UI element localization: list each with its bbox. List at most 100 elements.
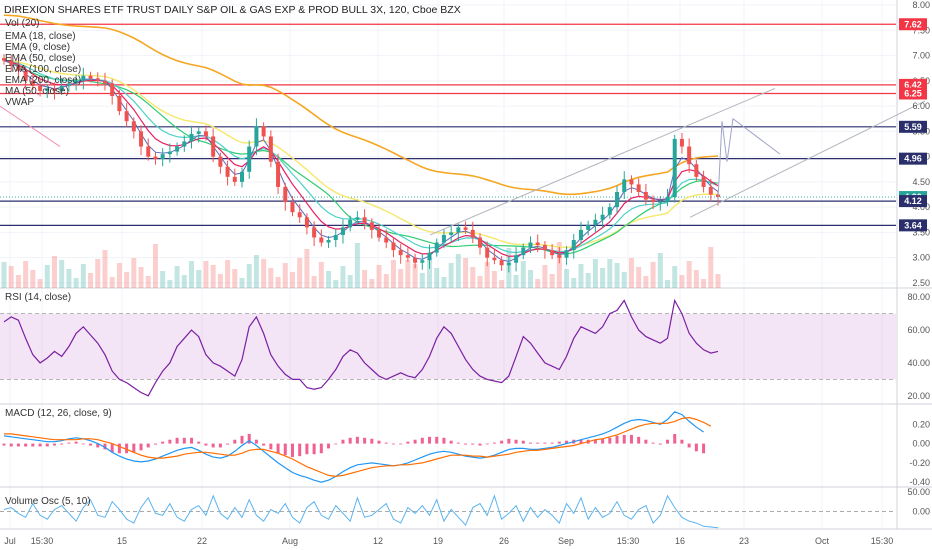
macd-histogram-bar [38, 443, 42, 447]
volume-bar [419, 273, 425, 288]
volume-osc-pane[interactable] [0, 494, 896, 529]
y-tick-label: 20.00 [907, 391, 930, 401]
macd-pane[interactable] [2, 411, 712, 483]
volume-bar [585, 273, 591, 288]
macd-histogram-bar [622, 434, 626, 444]
candle-body [658, 202, 663, 204]
candle-body [470, 229, 475, 238]
macd-histogram-bar [528, 442, 532, 444]
candle-body [593, 219, 598, 225]
candle-body [535, 242, 540, 246]
macd-histogram-bar [89, 443, 93, 446]
y-tick-label: 50.00 [907, 487, 930, 497]
x-tick-label: Jul [4, 536, 16, 546]
candle-body [434, 242, 439, 253]
volume-bar [571, 278, 577, 288]
legend-item[interactable]: MA (50, close) [5, 86, 69, 97]
candle-body [333, 234, 338, 240]
legend-item[interactable]: EMA (9, close) [5, 42, 70, 53]
volume-bar [369, 279, 375, 288]
macd-histogram-bar [254, 439, 258, 444]
volume-bar [491, 271, 497, 288]
candle-body [225, 166, 230, 177]
legend-item[interactable]: VWAP [5, 97, 34, 108]
x-tick-label: Oct [815, 536, 830, 546]
legend-item[interactable]: Vol (20) [5, 18, 39, 29]
rsi-pane[interactable] [0, 298, 896, 397]
legend-item[interactable]: EMA (18, close) [5, 31, 76, 42]
x-tick-label: 15 [117, 536, 127, 546]
macd-histogram-bar [507, 438, 511, 444]
volume-bar [398, 269, 404, 288]
macd-histogram-bar [218, 443, 222, 448]
macd-histogram-bar [521, 440, 525, 444]
candle-body [30, 80, 35, 86]
macd-histogram-bar [290, 443, 294, 458]
macd-histogram-bar [298, 443, 302, 457]
volume-bar [124, 272, 130, 288]
volume-bar [318, 262, 324, 288]
level-label: 4.96 [904, 154, 922, 164]
macd-histogram-bar [9, 443, 13, 447]
legend-item[interactable]: EMA (100, close) [5, 64, 81, 75]
volume-bar [455, 254, 461, 288]
candle-body [117, 96, 122, 112]
volume-bar [181, 275, 187, 288]
candle-body [506, 262, 511, 266]
macd-histogram-bar [2, 443, 6, 446]
macd-histogram-bar [283, 443, 287, 456]
volume-bar [708, 247, 714, 288]
level-label: 5.59 [904, 122, 922, 132]
volume-bar [686, 261, 692, 288]
macd-histogram-bar [276, 443, 280, 454]
candle-body [441, 234, 446, 243]
y-tick-label: 3.00 [912, 253, 930, 263]
candle-body [102, 80, 107, 84]
volume-bar [477, 276, 483, 288]
macd-histogram-bar [384, 442, 388, 444]
x-tick-label: 15:30 [871, 536, 894, 546]
candle-body [2, 58, 6, 61]
candle-body [240, 171, 244, 182]
volume-bar [23, 261, 29, 288]
chart-title: DIREXION SHARES ETF TRUST DAILY S&P OIL … [4, 4, 461, 16]
candle-body [391, 242, 396, 251]
macd-histogram-bar [24, 443, 28, 447]
x-tick-label: 19 [433, 536, 443, 546]
candle-body [276, 161, 281, 187]
volume-bar [44, 265, 50, 288]
legend: DIREXION SHARES ETF TRUST DAILY S&P OIL … [4, 4, 461, 507]
y-tick-label: 40.00 [907, 358, 930, 368]
candle-body [528, 242, 533, 248]
volume-bar [145, 276, 151, 288]
level-badge [899, 87, 927, 100]
legend-item[interactable]: EMA (50, close) [5, 53, 76, 64]
volume-bar [715, 274, 721, 288]
legend-item[interactable]: EMA (200, close) [5, 75, 81, 86]
candle-body [297, 212, 302, 218]
candle-body [694, 164, 699, 177]
candle-body [651, 199, 656, 203]
price-pane[interactable] [0, 14, 926, 288]
candle-body [427, 252, 432, 261]
volume-bar [376, 265, 382, 288]
y-tick-label: -0.40 [909, 477, 930, 487]
candle-body [16, 65, 21, 71]
volume-bar [600, 268, 606, 288]
candle-body [586, 224, 591, 230]
level-label: 4.12 [904, 196, 922, 206]
macd-histogram-bar [629, 434, 633, 444]
candle-body [254, 126, 259, 147]
volume-bar [513, 275, 519, 288]
macd-histogram-bar [355, 436, 359, 444]
volume-bar [131, 258, 137, 288]
y-tick-label: 8.00 [912, 0, 930, 10]
ema-18-line [3, 60, 719, 257]
macd-histogram-bar [363, 437, 367, 444]
volume-bar [527, 270, 533, 288]
macd-histogram-bar [471, 443, 475, 445]
candle-body [59, 85, 64, 91]
volume-bar [326, 271, 332, 288]
volume-bar [556, 242, 562, 288]
macd-histogram-bar [413, 439, 417, 444]
